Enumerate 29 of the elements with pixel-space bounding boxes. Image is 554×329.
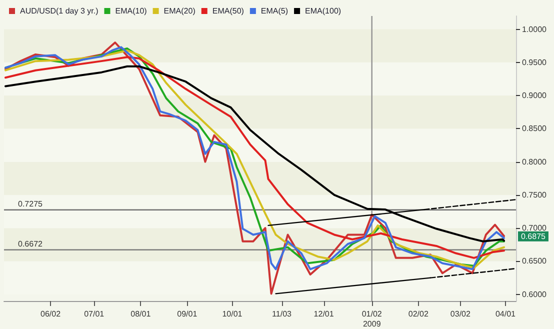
x-tick-label: 11/03 <box>272 310 292 318</box>
legend-label: AUD/USD(1 day 3 yr.) <box>20 6 99 16</box>
x-tick-label: 10/01 <box>222 310 243 318</box>
x-tick-label: 03/02 <box>450 310 471 318</box>
x-tick-label: 02/02 <box>408 310 429 318</box>
y-tick-label: 0.7000 <box>522 224 548 233</box>
x-tick-label: 04/01 <box>495 310 516 318</box>
ref-line-label: 0.6672 <box>18 239 44 248</box>
x-tick-label: 09/01 <box>177 310 198 318</box>
x-tick-label: 12/01 <box>314 310 334 318</box>
legend-label: EMA(5) <box>260 6 288 16</box>
legend-label: EMA(50) <box>212 6 244 16</box>
x-tick-label: 01/02 2009 <box>362 310 382 328</box>
y-tick-label: 0.9500 <box>522 58 548 67</box>
y-tick-label: 0.6000 <box>522 290 548 299</box>
y-tick-label: 0.6500 <box>522 256 548 266</box>
y-tick-label: 1.0000 <box>522 24 548 34</box>
y-tick-label: 0.8500 <box>522 124 548 134</box>
y-tick-label: 0.8000 <box>522 157 548 166</box>
x-tick-label: 08/01 <box>130 310 152 318</box>
x-tick-label: 06/02 <box>40 310 62 318</box>
ref-line-label: 0.7275 <box>18 199 44 208</box>
legend-label: EMA(100) <box>305 6 342 16</box>
annotation: 0.6875 <box>521 232 546 241</box>
legend-label: EMA(10) <box>115 6 148 16</box>
y-tick-label: 0.7500 <box>522 190 548 200</box>
x-tick-label: 07/01 <box>84 310 105 318</box>
y-tick-label: 0.9000 <box>522 91 548 100</box>
legend-label: EMA(20) <box>164 6 196 16</box>
